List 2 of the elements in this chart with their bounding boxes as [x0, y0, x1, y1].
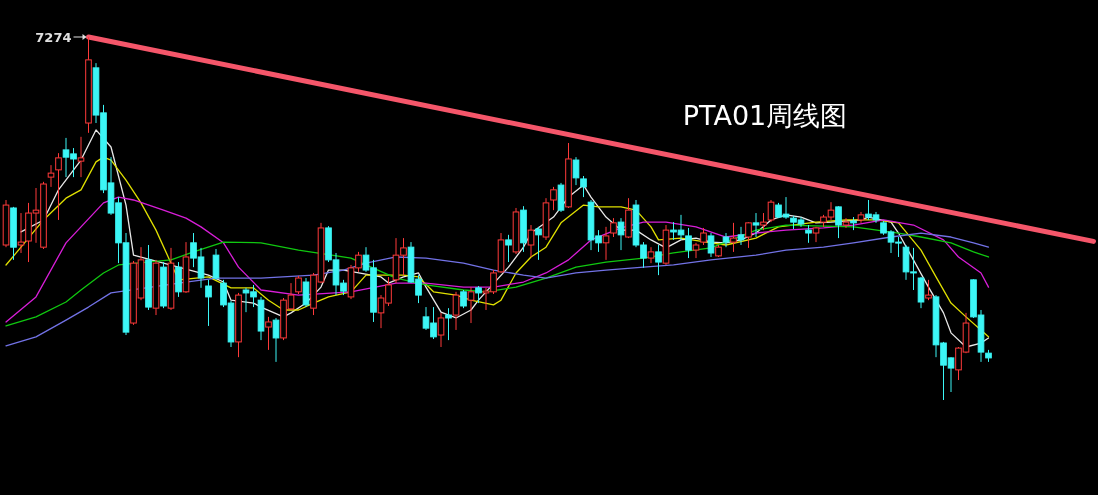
annotation: 7274: [35, 30, 72, 45]
title: PTA01周线图: [682, 100, 848, 131]
